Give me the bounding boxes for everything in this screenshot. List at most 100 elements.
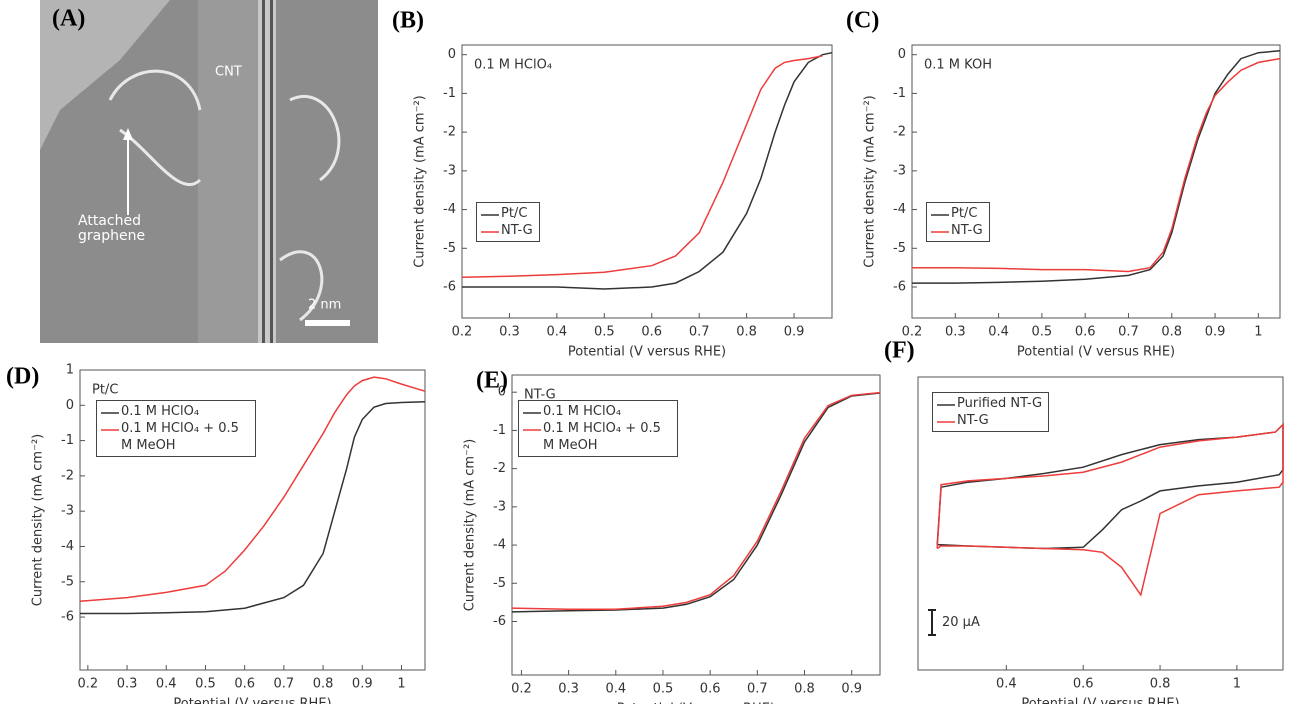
y-tick-label: -6 <box>493 614 506 629</box>
x-tick-label: 0.6 <box>1075 325 1096 340</box>
scale-bar <box>928 608 936 636</box>
legend-swatch <box>101 429 119 431</box>
legend-entry: NT-G <box>935 412 1042 429</box>
x-tick-label: 1 <box>397 677 405 692</box>
x-tick-label: 0.5 <box>1032 325 1053 340</box>
legend-label: NT-G <box>951 223 983 238</box>
x-tick-label: 0.9 <box>352 677 373 692</box>
legend-label: NT-G <box>501 223 533 238</box>
x-axis-title: Potential (V versus RHE) <box>617 702 775 704</box>
data-line <box>936 422 1284 550</box>
legend-entry: NT-G <box>929 222 983 239</box>
legend-label: 0.1 M HClO₄ + 0.5 M MeOH <box>543 421 661 453</box>
plot-frame <box>911 44 1281 319</box>
legend-swatch <box>101 412 119 414</box>
y-tick-label: -6 <box>443 280 456 295</box>
x-tick-label: 0.7 <box>747 682 768 697</box>
plot-frame <box>511 374 881 676</box>
condition-label: 0.1 M HClO₄ <box>474 58 552 73</box>
data-line <box>912 50 1281 284</box>
y-tick-label: 0 <box>498 385 506 400</box>
legend-swatch <box>937 404 955 406</box>
x-tick-label: 0.6 <box>700 682 721 697</box>
data-line <box>461 55 823 279</box>
legend: Pt/C NT-G <box>926 202 990 242</box>
legend-label: Pt/C <box>951 206 978 221</box>
legend-swatch <box>523 429 541 431</box>
y-tick-label: -6 <box>61 610 74 625</box>
y-tick-label: -4 <box>893 202 906 217</box>
tem-scale-label: 2 nm <box>308 298 341 313</box>
x-axis-title: Potential (V versus RHE) <box>1021 697 1179 704</box>
y-tick-label: -1 <box>493 423 506 438</box>
legend-label: Purified NT-G <box>957 396 1043 411</box>
y-axis-title: Current density (mA cm⁻²) <box>863 95 878 267</box>
legend-label: Pt/C <box>501 206 528 221</box>
x-tick-label: 0.6 <box>234 677 255 692</box>
x-tick-label: 0.5 <box>594 325 615 340</box>
tem-annotation: CNT <box>215 65 242 80</box>
condition-label: 0.1 M KOH <box>924 58 992 73</box>
y-tick-label: -1 <box>443 86 456 101</box>
x-tick-label: 0.8 <box>1161 325 1182 340</box>
y-tick-label: -4 <box>61 539 74 554</box>
legend-entry: Purified NT-G <box>935 395 1042 412</box>
y-tick-label: -3 <box>893 163 906 178</box>
y-tick-label: 0 <box>898 47 906 62</box>
legend-label: 0.1 M HClO₄ <box>121 404 200 419</box>
x-tick-label: 0.9 <box>784 325 805 340</box>
y-tick-label: -6 <box>893 280 906 295</box>
y-tick-label: -5 <box>893 241 906 256</box>
x-tick-label: 0.7 <box>1118 325 1139 340</box>
legend-entry: 0.1 M HClO₄ + 0.5 M MeOH <box>99 420 249 454</box>
x-axis-title: Potential (V versus RHE) <box>568 345 726 360</box>
plot-frame <box>461 44 833 319</box>
condition-label: Pt/C <box>92 383 118 398</box>
legend-entry: NT-G <box>479 222 533 239</box>
y-tick-label: -4 <box>443 202 456 217</box>
y-tick-label: 0 <box>448 47 456 62</box>
legend-label: NT-G <box>957 413 989 428</box>
legend-entry: 0.1 M HClO₄ + 0.5 M MeOH <box>521 420 671 454</box>
y-tick-label: -2 <box>893 125 906 140</box>
data-line <box>511 391 881 611</box>
y-tick-label: -5 <box>443 241 456 256</box>
data-line <box>912 57 1281 273</box>
x-tick-label: 0.2 <box>902 325 923 340</box>
y-axis-title: Current density (mA cm⁻²) <box>31 434 46 606</box>
x-tick-label: 1 <box>1254 325 1262 340</box>
legend: 0.1 M HClO₄ 0.1 M HClO₄ + 0.5 M MeOH <box>96 400 256 457</box>
panel-label: (E) <box>476 368 508 394</box>
data-line <box>79 376 426 602</box>
x-tick-label: 0.5 <box>653 682 674 697</box>
y-tick-label: -2 <box>493 461 506 476</box>
legend-entry: 0.1 M HClO₄ <box>99 403 249 420</box>
legend-swatch <box>523 412 541 414</box>
x-tick-label: 0.8 <box>1150 677 1171 692</box>
x-tick-label: 0.3 <box>558 682 579 697</box>
x-tick-label: 0.8 <box>794 682 815 697</box>
x-tick-label: 0.5 <box>195 677 216 692</box>
legend-swatch <box>937 421 955 423</box>
x-tick-label: 0.3 <box>945 325 966 340</box>
y-tick-label: -1 <box>893 86 906 101</box>
x-tick-label: 0.7 <box>689 325 710 340</box>
y-tick-label: 1 <box>66 363 74 378</box>
y-tick-label: -1 <box>61 433 74 448</box>
y-tick-label: -4 <box>493 538 506 553</box>
data-line <box>80 401 426 615</box>
legend-label: 0.1 M HClO₄ <box>543 404 622 419</box>
tem-image <box>40 0 378 343</box>
x-tick-label: 0.3 <box>499 325 520 340</box>
legend-entry: Pt/C <box>479 205 533 222</box>
x-tick-label: 0.2 <box>77 677 98 692</box>
legend-swatch <box>481 214 499 216</box>
legend: Purified NT-G NT-G <box>932 392 1050 432</box>
x-tick-label: 0.6 <box>641 325 662 340</box>
y-tick-label: -3 <box>443 163 456 178</box>
legend-entry: Pt/C <box>929 205 983 222</box>
scale-bar-label: 20 μA <box>942 615 980 630</box>
x-axis-title: Potential (V versus RHE) <box>173 697 331 704</box>
x-tick-label: 0.7 <box>274 677 295 692</box>
legend-label: 0.1 M HClO₄ + 0.5 M MeOH <box>121 421 239 453</box>
